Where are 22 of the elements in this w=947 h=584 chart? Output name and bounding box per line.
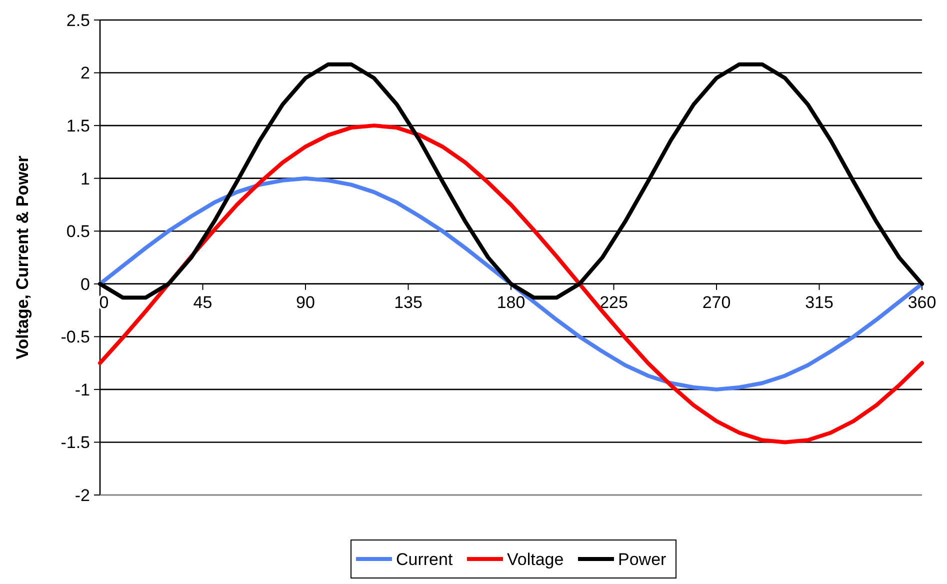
y-tick-label: 1 — [80, 169, 90, 188]
y-tick-label: 0.5 — [66, 222, 90, 242]
y-tick-label: 2.5 — [66, 10, 90, 30]
x-tick-label: 90 — [296, 292, 315, 312]
x-tick-label: 180 — [496, 292, 526, 312]
legend-label: Power — [618, 550, 667, 569]
x-tick-label: 45 — [193, 292, 212, 312]
y-axis-title: Voltage, Current & Power — [13, 155, 32, 360]
x-tick-label: 360 — [908, 292, 936, 312]
legend-label: Voltage — [507, 550, 564, 569]
x-tick-label: 135 — [394, 292, 422, 312]
y-tick-label: -1.5 — [60, 433, 90, 452]
y-tick-label: -2 — [74, 486, 90, 505]
y-tick-label: -1 — [74, 380, 90, 400]
x-tick-label: 270 — [702, 292, 731, 312]
x-tick-label: 225 — [600, 292, 628, 312]
legend-label: Current — [396, 550, 453, 569]
y-tick-label: 2 — [80, 64, 90, 83]
y-tick-label: -0.5 — [60, 328, 90, 347]
y-tick-label: 1.5 — [66, 116, 90, 136]
y-tick-label: 0 — [80, 274, 90, 294]
x-tick-label: 315 — [805, 292, 834, 312]
